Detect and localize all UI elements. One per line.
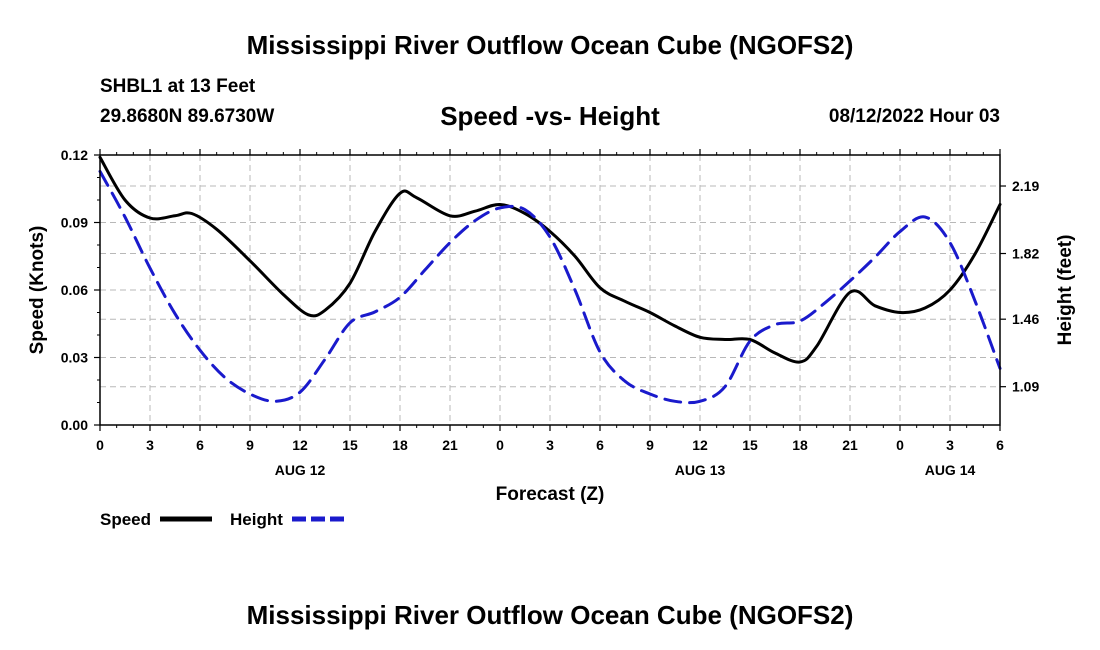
date-label: AUG 12	[275, 462, 326, 478]
legend-label-height: Height	[230, 510, 283, 529]
x-tick-label: 12	[692, 437, 708, 453]
x-tick-label: 3	[546, 437, 554, 453]
x-tick-label: 3	[146, 437, 154, 453]
date-label: AUG 13	[675, 462, 726, 478]
y-tick-label: 0.09	[61, 215, 88, 231]
x-tick-label: 3	[946, 437, 954, 453]
axis-ticks: 0 3 6 9 12 15 18 21 0 3 6 9 12 15 18 21 0 3 6 AUG 12 AUG 13 A…	[61, 147, 1040, 478]
y2-axis-title: Height (feet)	[1055, 235, 1076, 346]
x-tick-label: 18	[792, 437, 808, 453]
datetime-label: 08/12/2022 Hour 03	[828, 106, 1000, 127]
series	[98, 155, 1002, 405]
legend-label-speed: Speed	[100, 510, 151, 529]
x-tick-label: 15	[342, 437, 358, 453]
x-tick-label: 21	[842, 437, 858, 453]
y-tick-label: 0.00	[61, 417, 88, 433]
series-line-height	[98, 169, 1002, 405]
x-tick-label: 18	[392, 437, 408, 453]
x-axis-title: Forecast (Z)	[496, 484, 605, 505]
x-tick-label: 6	[996, 437, 1004, 453]
y-axis-title: Speed (Knots)	[27, 226, 48, 355]
x-tick-label: 15	[742, 437, 758, 453]
chart-subtitle: Speed -vs- Height	[440, 101, 660, 131]
series-line-speed	[98, 155, 1002, 364]
legend: Speed Height	[100, 510, 344, 529]
y2-tick-label: 2.19	[1012, 178, 1039, 194]
x-tick-label: 0	[896, 437, 904, 453]
main-title: Mississippi River Outflow Ocean Cube (NG…	[246, 30, 854, 60]
x-tick-label: 21	[442, 437, 458, 453]
bottom-title: Mississippi River Outflow Ocean Cube (NG…	[246, 600, 854, 630]
x-tick-label: 6	[196, 437, 204, 453]
y-tick-label: 0.03	[61, 350, 88, 366]
plot-frame	[99, 154, 1001, 426]
date-label: AUG 14	[925, 462, 976, 478]
x-tick-label: 12	[292, 437, 308, 453]
x-tick-label: 9	[646, 437, 654, 453]
coordinates-label: 29.8680N 89.6730W	[100, 106, 275, 127]
y-tick-label: 0.06	[61, 282, 88, 298]
y2-tick-label: 1.09	[1012, 379, 1039, 395]
x-tick-label: 6	[596, 437, 604, 453]
x-tick-label: 9	[246, 437, 254, 453]
x-tick-label: 0	[96, 437, 104, 453]
station-label: SHBL1 at 13 Feet	[100, 76, 256, 97]
y-tick-label: 0.12	[61, 147, 88, 163]
x-tick-label: 0	[496, 437, 504, 453]
y2-tick-label: 1.82	[1012, 246, 1039, 262]
y2-tick-label: 1.46	[1012, 311, 1039, 327]
